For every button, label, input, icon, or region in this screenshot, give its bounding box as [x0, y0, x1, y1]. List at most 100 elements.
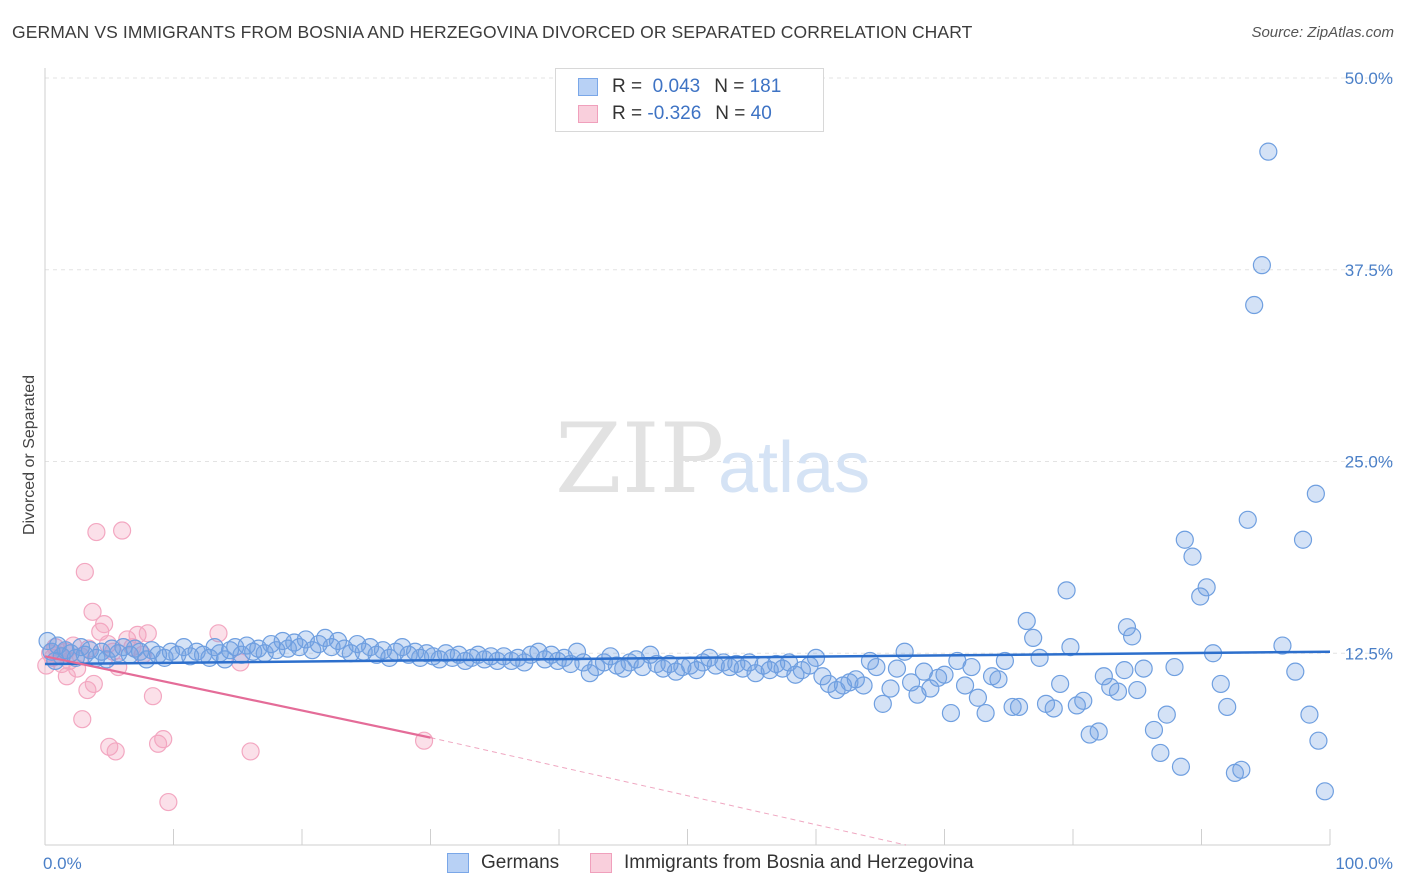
germans-point-147 [955, 676, 975, 695]
germans-point-101 [647, 654, 666, 674]
bosnia-point-35 [106, 742, 125, 761]
germans-point-164 [1067, 696, 1086, 715]
bosnia-point-36 [209, 624, 228, 643]
bosnia-point-29 [159, 792, 178, 812]
gridlines [45, 77, 1395, 654]
germans-point-33 [215, 650, 234, 669]
trendlines [44, 650, 1331, 846]
bosnia-point-32 [73, 710, 92, 729]
germans-point-182 [1183, 547, 1202, 566]
watermark-zip: ZIP [555, 403, 724, 515]
germans-point-137 [887, 659, 907, 678]
y-tick-label-2: 37.5% [1345, 261, 1393, 280]
tick-labels: 12.5% 25.0% 37.5% 50.0% 0.0% 100.0% [43, 69, 1393, 873]
germans-point-198 [1309, 731, 1328, 750]
germans-point-175 [1134, 659, 1153, 678]
germans-point-174 [1128, 680, 1147, 700]
germans-point-42 [267, 641, 286, 660]
legend-r-value-germans: 0.043 [652, 76, 701, 97]
germans-point-187 [1218, 697, 1237, 717]
germans-point-144 [935, 665, 954, 684]
bosnia-point-11 [75, 562, 94, 582]
germans-point-161 [1051, 674, 1070, 694]
germans-point-178 [1157, 705, 1176, 724]
bosnia-point-28 [154, 730, 173, 749]
germans-point-197 [1300, 705, 1319, 724]
bosnia-point-13 [83, 602, 102, 621]
germans-point-148 [962, 657, 981, 677]
germans-point-0 [38, 631, 57, 651]
series-label-germans: Germans [481, 852, 560, 873]
germans-point-34 [220, 641, 240, 660]
germans-point-38 [244, 642, 263, 661]
legend-n-value-germans: 181 [749, 76, 782, 97]
germans-point-155 [1009, 697, 1029, 717]
bosnia-point-31 [84, 674, 103, 694]
bosnia-trendline-extension [430, 737, 907, 846]
legend-r-label-bosnia: R = [612, 103, 643, 124]
germans-point-132 [854, 676, 873, 695]
germans-points [38, 142, 1334, 801]
germans-point-179 [1165, 657, 1184, 677]
y-tick-label-1: 25.0% [1345, 453, 1393, 472]
series-legend-germans[interactable]: Germans [447, 852, 559, 874]
germans-point-138 [895, 642, 914, 661]
germans-point-157 [1024, 628, 1043, 648]
germans-point-184 [1197, 578, 1216, 597]
germans-point-171 [1115, 661, 1134, 680]
germans-point-153 [995, 651, 1014, 671]
bosnia-point-20 [112, 521, 132, 540]
bosnia-point-34 [100, 737, 119, 756]
bosnia-point-14 [87, 522, 106, 542]
series-swatch-bosnia [590, 853, 612, 873]
germans-point-181 [1175, 530, 1194, 549]
germans-point-14 [102, 639, 121, 658]
germans-point-134 [867, 657, 886, 677]
series-label-bosnia: Immigrants from Bosnia and Herzegovina [624, 852, 974, 873]
germans-point-94 [601, 647, 620, 666]
germans-point-160 [1044, 699, 1063, 718]
germans-point-170 [1108, 682, 1128, 701]
germans-point-145 [941, 703, 961, 723]
germans-point-192 [1252, 256, 1271, 275]
germans-point-196 [1293, 530, 1313, 549]
germans-point-165 [1074, 691, 1093, 710]
chart-title: GERMAN VS IMMIGRANTS FROM BOSNIA AND HER… [12, 22, 973, 42]
germans-trendline [44, 650, 1331, 666]
germans-point-156 [1017, 611, 1036, 631]
germans-point-193 [1259, 142, 1278, 161]
germans-point-180 [1171, 757, 1191, 776]
germans-point-116 [746, 664, 765, 683]
germans-point-177 [1151, 743, 1170, 763]
germans-point-150 [976, 703, 995, 723]
legend-swatch-germans [578, 78, 598, 96]
germans-point-136 [881, 679, 900, 698]
series-swatch-germans [447, 853, 469, 873]
germans-point-176 [1144, 720, 1164, 740]
x-tick-label-1: 100.0% [1335, 854, 1393, 873]
legend-r-label-germans: R = [612, 76, 643, 97]
y-tick-label-0: 12.5% [1345, 644, 1393, 663]
x-tick-label-0: 0.0% [43, 854, 82, 873]
legend-row-germans: R = 0.043 N = 181 [578, 74, 781, 100]
stats-legend: R = 0.043 N = 181 R = -0.326 N = 40 [555, 68, 824, 132]
germans-point-158 [1030, 648, 1049, 667]
axes [44, 68, 1331, 846]
legend-r-value-bosnia: -0.326 [647, 103, 702, 124]
germans-point-190 [1238, 510, 1257, 529]
bosnia-point-38 [241, 742, 260, 761]
source-label: Source: ZipAtlas.com [1251, 24, 1394, 41]
bosnia-point-16 [95, 615, 114, 634]
germans-point-122 [786, 665, 805, 684]
germans-point-89 [567, 642, 587, 661]
series-legend-bosnia[interactable]: Immigrants from Bosnia and Herzegovina [590, 852, 974, 874]
bosnia-trendline [44, 655, 431, 739]
germans-point-152 [989, 670, 1008, 689]
watermark-atlas: atlas [718, 428, 870, 508]
germans-point-199 [1315, 782, 1334, 801]
germans-point-168 [1094, 667, 1113, 686]
germans-point-149 [968, 688, 988, 707]
germans-point-135 [873, 694, 892, 713]
germans-point-172 [1123, 627, 1142, 646]
